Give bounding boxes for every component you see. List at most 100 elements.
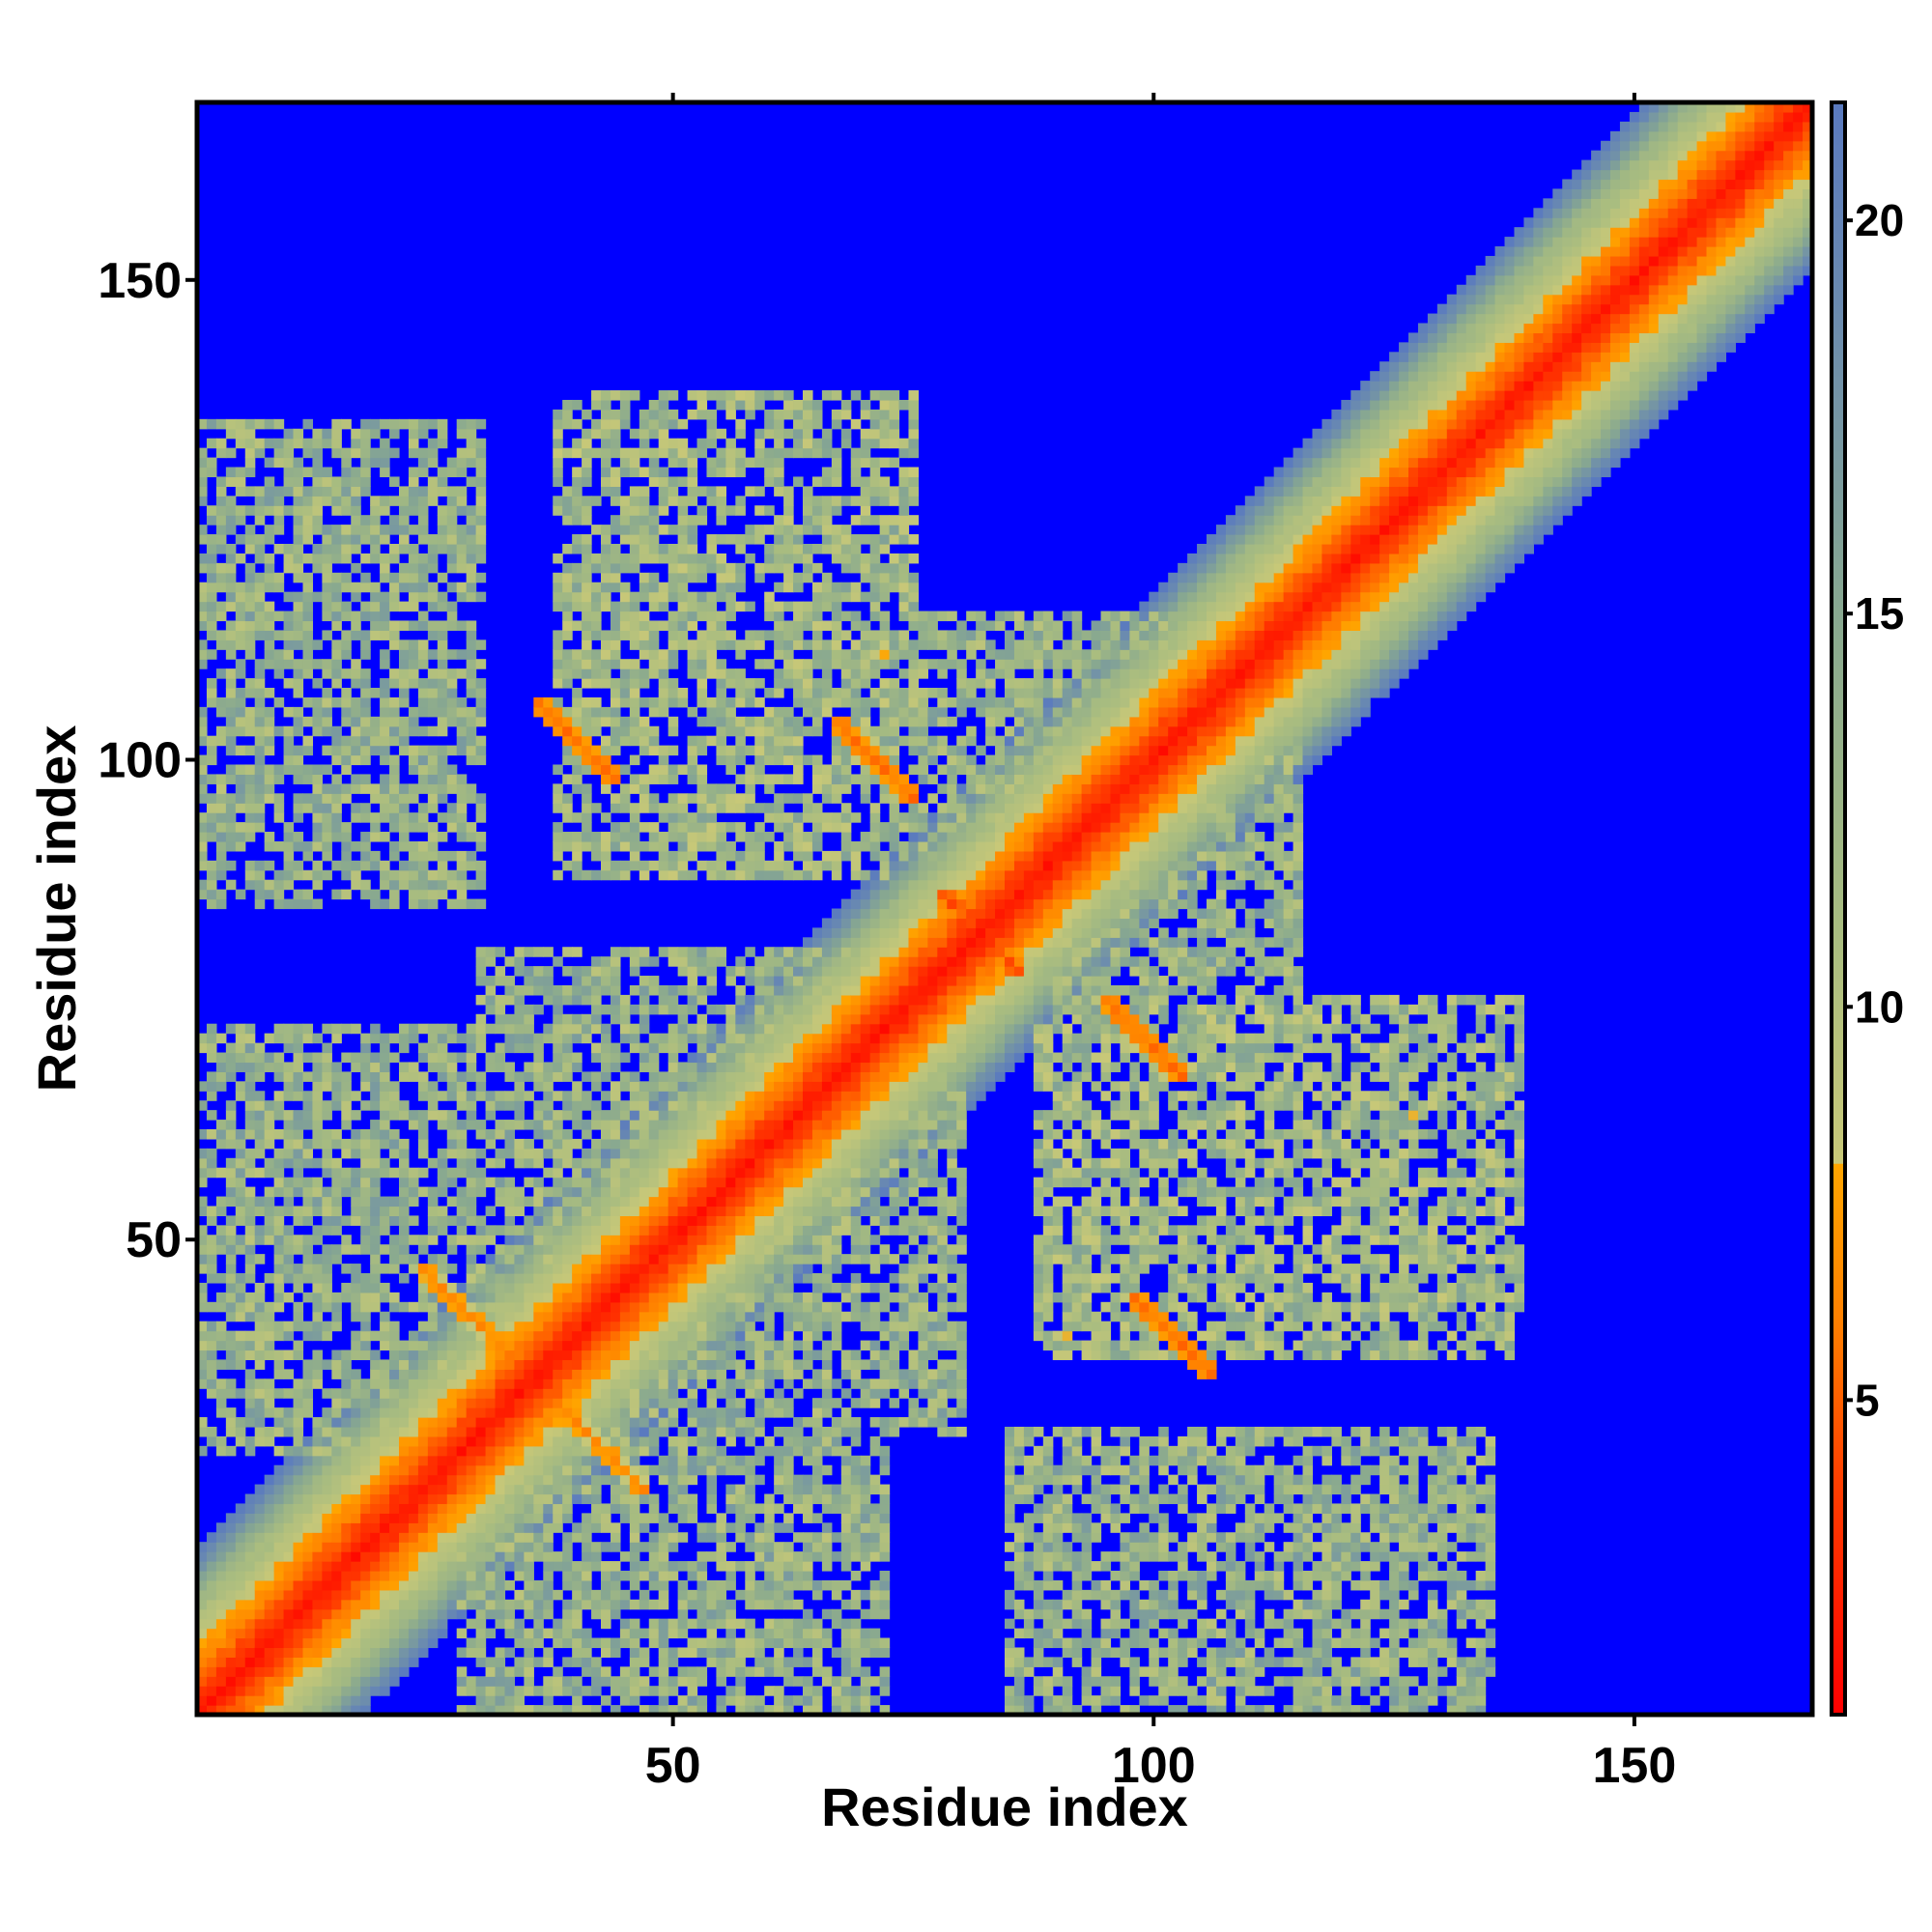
heatmap-cell: [351, 840, 361, 852]
heatmap-cell: [293, 562, 304, 574]
heatmap-cell: [495, 1177, 506, 1188]
heatmap-cell: [264, 476, 275, 487]
heatmap-cell: [312, 515, 323, 526]
heatmap-cell: [658, 409, 669, 420]
heatmap-cell: [601, 1330, 611, 1342]
heatmap-cell: [293, 1388, 304, 1399]
heatmap-cell: [197, 467, 208, 478]
heatmap-cell: [206, 620, 217, 631]
heatmap-cell: [215, 1608, 227, 1620]
heatmap-cell: [283, 649, 295, 660]
heatmap-cell: [370, 1686, 381, 1696]
heatmap-cell: [466, 476, 477, 487]
heatmap-cell: [639, 1522, 650, 1533]
heatmap-cell: [437, 1052, 448, 1064]
heatmap-cell: [562, 1484, 573, 1495]
heatmap-cell: [582, 553, 592, 564]
heatmap-cell: [293, 1062, 304, 1072]
heatmap-cell: [582, 1177, 592, 1188]
heatmap-cell: [610, 976, 621, 986]
heatmap-cell: [370, 1350, 381, 1361]
heatmap-cell: [658, 1618, 669, 1630]
heatmap-cell: [591, 716, 602, 727]
heatmap-cell: [658, 1167, 669, 1179]
heatmap-cell: [273, 1206, 285, 1216]
heatmap-cell: [312, 1110, 323, 1121]
heatmap-cell: [322, 1264, 332, 1274]
heatmap-cell: [197, 1657, 208, 1667]
heatmap-cell: [254, 1589, 266, 1601]
heatmap-cell: [197, 1426, 208, 1437]
heatmap-cell: [225, 525, 237, 535]
heatmap-cell: [495, 1091, 506, 1101]
heatmap-cell: [591, 1321, 602, 1332]
heatmap-cell: [389, 850, 400, 862]
heatmap-cell: [283, 850, 295, 862]
heatmap-cell: [312, 1551, 323, 1562]
heatmap-cell: [648, 1167, 660, 1179]
heatmap-cell: [264, 1551, 275, 1562]
heatmap-cell: [524, 984, 534, 996]
heatmap-cell: [706, 1657, 718, 1667]
heatmap-cell: [254, 793, 266, 804]
heatmap-cell: [601, 1608, 611, 1620]
heatmap-cell: [273, 1513, 285, 1523]
heatmap-cell: [668, 1493, 679, 1505]
heatmap-cell: [687, 1301, 698, 1313]
heatmap-cell: [225, 1042, 237, 1054]
heatmap-cell: [215, 735, 227, 747]
heatmap-cell: [264, 735, 275, 747]
heatmap-cell: [677, 1350, 689, 1361]
heatmap-cell: [562, 649, 573, 660]
heatmap-cell: [658, 764, 669, 776]
heatmap-cell: [677, 447, 689, 459]
heatmap-cell: [610, 735, 621, 747]
heatmap-cell: [466, 1292, 477, 1303]
heatmap-cell: [475, 1503, 487, 1514]
heatmap-cell: [514, 1589, 525, 1601]
heatmap-cell: [533, 1321, 544, 1332]
heatmap-cell: [380, 438, 390, 449]
heatmap-cell: [514, 984, 525, 996]
heatmap-cell: [582, 1033, 592, 1044]
heatmap-cell: [582, 869, 592, 881]
heatmap-cell: [312, 812, 323, 823]
heatmap-cell: [456, 1148, 468, 1159]
heatmap-cell: [562, 1369, 573, 1379]
heatmap-cell: [475, 1464, 487, 1476]
heatmap-cell: [687, 1071, 698, 1082]
heatmap-cell: [668, 1686, 679, 1696]
heatmap-cell: [312, 1657, 323, 1667]
heatmap-cell: [696, 1273, 708, 1284]
heatmap-cell: [417, 879, 429, 891]
heatmap-cell: [446, 696, 458, 708]
heatmap-cell: [601, 1167, 611, 1179]
heatmap-cell: [696, 1301, 708, 1313]
heatmap-cell: [273, 1570, 285, 1581]
heatmap-cell: [687, 1254, 698, 1264]
heatmap-cell: [273, 1522, 285, 1533]
heatmap-cell: [562, 1273, 573, 1284]
heatmap-cell: [389, 1264, 400, 1274]
heatmap-cell: [341, 525, 352, 535]
heatmap-cell: [399, 832, 410, 842]
heatmap-cell: [696, 1013, 708, 1025]
heatmap-cell: [312, 1292, 323, 1303]
heatmap-cell: [495, 1186, 506, 1198]
heatmap-cell: [668, 496, 679, 506]
heatmap-cell: [215, 505, 227, 516]
heatmap-cell: [504, 1023, 516, 1035]
heatmap-cell: [610, 1206, 621, 1216]
heatmap-cell: [619, 1589, 631, 1601]
heatmap-cell: [495, 1148, 506, 1159]
heatmap-cell: [668, 1081, 679, 1092]
heatmap-cell: [456, 822, 468, 833]
heatmap-cell: [225, 1705, 237, 1716]
heatmap-cell: [264, 1120, 275, 1130]
heatmap-cell: [619, 457, 631, 469]
heatmap-cell: [504, 1378, 516, 1389]
heatmap-cell: [351, 1398, 361, 1408]
heatmap-cell: [341, 764, 352, 776]
heatmap-cell: [658, 1570, 669, 1581]
heatmap-cell: [351, 1618, 361, 1630]
